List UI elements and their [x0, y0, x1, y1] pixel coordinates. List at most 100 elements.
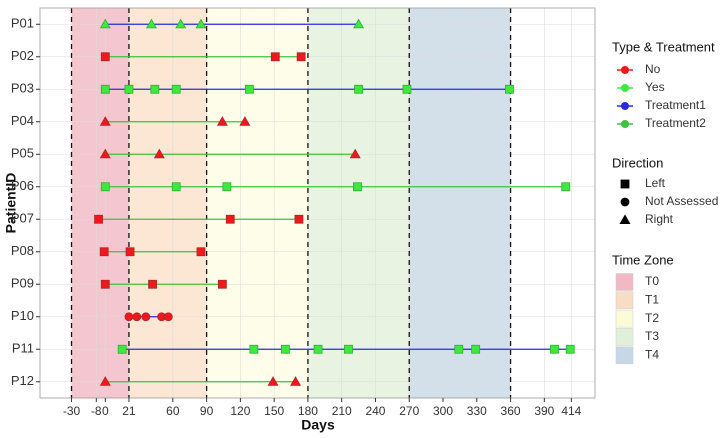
x-tick-label: 120 — [230, 404, 250, 418]
event-marker — [222, 182, 232, 192]
legend-swatch — [615, 291, 634, 310]
event-marker — [270, 52, 280, 62]
event-marker — [225, 214, 235, 224]
legend-symbol — [620, 179, 630, 189]
y-tick-label: P11 — [12, 341, 34, 356]
x-tick-label: 210 — [332, 404, 352, 418]
legend-swatch — [615, 328, 634, 346]
event-marker — [171, 84, 181, 94]
y-tick-label: P10 — [11, 308, 34, 323]
event-marker — [344, 344, 353, 354]
legend-title: Type & Treatment — [612, 39, 715, 54]
event-marker — [99, 247, 109, 257]
time-zone — [409, 8, 511, 398]
event-marker — [99, 148, 111, 159]
legend-label: Treatment1 — [645, 98, 706, 112]
x-tick-label: 414 — [561, 404, 581, 418]
event-marker — [290, 376, 302, 386]
legend-symbol — [619, 214, 631, 225]
event-marker — [153, 148, 165, 159]
x-tick-label: 300 — [433, 404, 453, 418]
event-marker — [141, 312, 151, 322]
legend-point — [621, 66, 629, 74]
event-marker — [353, 18, 365, 29]
legend-label: No — [645, 62, 661, 76]
event-marker — [100, 84, 110, 94]
y-tick-label: P04 — [11, 113, 34, 128]
event-marker — [296, 52, 306, 62]
y-tick-label: P01 — [11, 16, 34, 31]
event-marker — [471, 344, 481, 354]
x-tick-label: -8 — [91, 404, 102, 418]
event-marker — [550, 344, 559, 354]
x-tick-label: 21 — [122, 404, 136, 418]
y-tick-label: P03 — [11, 81, 34, 96]
time-zone — [206, 8, 308, 398]
legend-label: T1 — [645, 292, 659, 306]
event-marker — [281, 344, 290, 354]
legend-label: Treatment2 — [645, 116, 706, 130]
legend-label: T4 — [645, 347, 659, 361]
legend-title: Time Zone — [612, 252, 674, 267]
event-marker — [163, 312, 173, 322]
event-marker — [125, 247, 135, 257]
y-tick-label: P06 — [11, 178, 34, 193]
event-marker — [117, 344, 127, 354]
event-marker — [239, 116, 251, 126]
event-marker — [354, 84, 363, 94]
y-axis-title: PatientID — [3, 173, 19, 234]
y-tick-label: P12 — [11, 373, 34, 388]
event-marker — [353, 182, 362, 192]
event-marker — [505, 84, 514, 94]
event-marker — [94, 214, 103, 224]
event-marker — [217, 279, 227, 289]
x-tick-label: 240 — [365, 404, 385, 418]
x-tick-label: 90 — [200, 404, 214, 418]
legend-point — [621, 102, 629, 110]
event-marker — [561, 182, 571, 192]
y-tick-label: P08 — [11, 243, 34, 258]
legend-title: Direction — [612, 155, 663, 170]
event-marker — [124, 84, 134, 94]
event-marker — [100, 52, 110, 62]
legend-swatch — [615, 273, 634, 291]
y-tick-label: P02 — [11, 48, 34, 63]
event-marker — [294, 214, 304, 224]
event-marker — [124, 312, 134, 322]
event-marker — [249, 344, 259, 354]
plot-border — [39, 7, 596, 399]
legend-label: T3 — [645, 329, 659, 343]
x-tick-label: 330 — [467, 404, 487, 418]
legend-swatch — [615, 346, 634, 364]
event-marker — [244, 84, 254, 94]
event-marker — [195, 18, 207, 29]
event-marker — [171, 182, 181, 192]
event-marker — [313, 344, 323, 354]
legend-label: T2 — [645, 311, 659, 325]
x-tick-label: -30 — [63, 404, 81, 418]
event-marker — [100, 182, 110, 192]
event-marker — [150, 84, 160, 94]
x-tick-label: 180 — [298, 404, 318, 418]
event-marker — [565, 344, 575, 354]
legend-symbol — [620, 197, 630, 207]
event-marker — [216, 116, 228, 126]
y-tick-label: P09 — [11, 276, 34, 291]
x-axis-title: Days — [301, 417, 335, 433]
event-marker — [454, 344, 464, 354]
legend-point — [621, 120, 629, 128]
x-tick-label: 150 — [264, 404, 284, 418]
legend-swatch — [615, 309, 634, 328]
x-tick-label: 390 — [534, 404, 554, 418]
legend-label: T0 — [645, 274, 659, 288]
legend-label: Not Assessed — [645, 194, 718, 208]
time-zone — [71, 8, 129, 398]
x-tick-label: 360 — [501, 404, 521, 418]
event-marker — [99, 116, 111, 126]
y-tick-label: P05 — [11, 146, 34, 161]
event-marker — [99, 376, 111, 386]
event-marker — [100, 279, 110, 289]
event-marker — [402, 84, 412, 94]
legend-label: Left — [645, 176, 666, 190]
